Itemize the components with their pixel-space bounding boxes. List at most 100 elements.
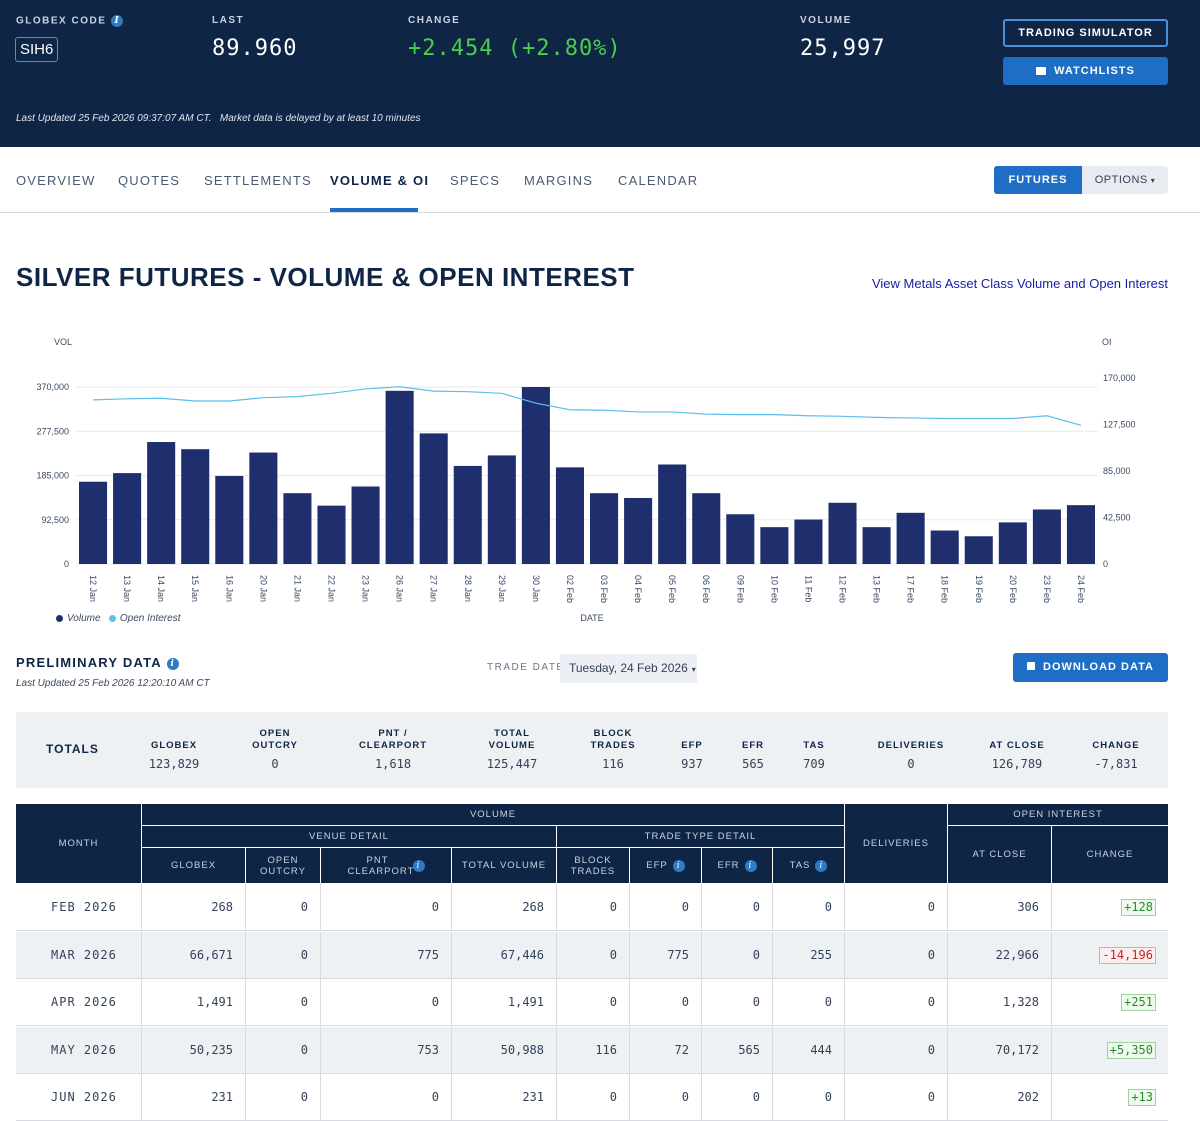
cell-change: +13 <box>1052 1074 1168 1121</box>
metals-asset-class-link[interactable]: View Metals Asset Class Volume and Open … <box>871 276 1168 291</box>
totals-col: DELIVERIES 0 <box>861 728 961 771</box>
legend-oi[interactable]: Open Interest <box>119 613 181 624</box>
volume-bar <box>453 465 482 564</box>
totals-col-header: GLOBEX <box>150 740 198 751</box>
group-venue-detail: VENUE DETAIL <box>142 826 556 847</box>
download-data-button[interactable]: DOWNLOAD DATA <box>1013 653 1168 682</box>
cell-globex: 1,491 <box>142 979 246 1026</box>
totals-col-header: EFP <box>681 740 703 751</box>
totals-col: PNT / CLEARPORT 1,618 <box>343 728 443 771</box>
info-icon[interactable]: i <box>744 859 757 872</box>
volume-bar <box>419 433 448 564</box>
volume-bar <box>487 455 516 564</box>
cell-outcry: 0 <box>246 884 321 931</box>
x-tick-label: 19 Feb <box>974 575 984 603</box>
x-tick-label: 09 Feb <box>735 575 745 603</box>
volume-bar <box>1032 509 1061 564</box>
group-open-interest: OPEN INTEREST <box>948 804 1168 825</box>
x-tick-label: 23 Jan <box>361 575 371 602</box>
totals-col: OPEN OUTCRY 0 <box>225 728 325 771</box>
tab-quotes[interactable]: QUOTES <box>118 173 181 188</box>
totals-col-value: 116 <box>602 757 624 771</box>
totals-col-header: AT CLOSE <box>989 740 1045 751</box>
cell-change: +251 <box>1052 979 1168 1026</box>
info-icon[interactable]: i <box>111 15 124 27</box>
trading-simulator-button[interactable]: TRADING SIMULATOR <box>1003 19 1168 47</box>
tab-calendar[interactable]: CALENDAR <box>618 173 699 188</box>
volume-bar <box>862 527 891 564</box>
info-icon[interactable]: i <box>412 859 425 872</box>
futures-toggle[interactable]: FUTURES <box>994 166 1082 194</box>
col-globex: GLOBEX <box>142 848 245 883</box>
y-tick-label: 277,500 <box>36 426 69 436</box>
trade-date-label: TRADE DATE <box>487 662 565 673</box>
col-efp: EFP i <box>630 848 701 883</box>
watchlists-button[interactable]: WATCHLISTS <box>1003 57 1168 85</box>
cell-close: 70,172 <box>948 1026 1052 1074</box>
cell-efr: 0 <box>702 884 773 931</box>
y2-axis-label: OI <box>1102 337 1112 347</box>
cell-deliv: 0 <box>845 979 948 1026</box>
cell-total: 231 <box>452 1074 557 1121</box>
cell-month: MAY 2026 <box>16 1026 142 1074</box>
x-tick-label: 18 Feb <box>940 575 950 603</box>
x-tick-label: 20 Jan <box>258 575 268 602</box>
cell-total: 50,988 <box>452 1026 557 1074</box>
trade-date-select[interactable]: Tuesday, 24 Feb 2026 ▾ <box>560 654 697 683</box>
cell-globex: 50,235 <box>142 1026 246 1074</box>
last-updated: Last Updated 25 Feb 2026 09:37:07 AM CT.… <box>16 113 421 124</box>
x-tick-label: 24 Feb <box>1076 575 1086 603</box>
y-axis-label: VOL <box>54 337 72 347</box>
col-change: CHANGE <box>1052 826 1168 883</box>
x-tick-label: 21 Jan <box>292 575 302 602</box>
volume-bar <box>521 387 550 564</box>
cell-pnt: 0 <box>321 1074 452 1121</box>
watchlists-label: WATCHLISTS <box>1054 65 1135 77</box>
volume-bar <box>998 522 1027 564</box>
legend-oi-swatch <box>108 614 116 622</box>
cell-deliv: 0 <box>845 884 948 931</box>
tab-margins[interactable]: MARGINS <box>524 173 594 188</box>
globex-code-label: GLOBEX CODE i <box>16 15 124 27</box>
info-icon[interactable]: i <box>815 859 828 872</box>
tab-settlements[interactable]: SETTLEMENTS <box>204 173 312 188</box>
volume-bar <box>930 530 959 564</box>
volume-bar <box>794 519 823 564</box>
legend-volume[interactable]: Volume <box>67 613 101 624</box>
tab-volume-oi[interactable]: VOLUME & OI <box>330 173 430 188</box>
cell-outcry: 0 <box>246 1026 321 1074</box>
totals-col: AT CLOSE 126,789 <box>967 728 1067 771</box>
x-tick-label: 13 Jan <box>122 575 132 602</box>
quote-header: GLOBEX CODE i SIH6 LAST 89.960 CHANGE +2.… <box>0 0 1200 147</box>
cell-outcry: 0 <box>246 1074 321 1121</box>
cell-close: 202 <box>948 1074 1052 1121</box>
volume-bar <box>964 536 993 564</box>
legend-volume-swatch <box>56 614 63 622</box>
tab-specs[interactable]: SPECS <box>450 173 501 188</box>
totals-panel: TOTALS GLOBEX 123,829 OPEN OUTCRY 0 PNT / CL… <box>16 712 1168 788</box>
x-tick-label: 17 Feb <box>906 575 916 603</box>
x-tick-label: 16 Jan <box>224 575 234 602</box>
cell-efr: 565 <box>702 1026 773 1074</box>
cell-tas: 0 <box>773 884 845 931</box>
options-toggle[interactable]: OPTIONS ▾ <box>1082 166 1168 194</box>
info-icon[interactable]: i <box>166 657 179 670</box>
volume-bar <box>215 475 244 564</box>
group-trade-type-detail: TRADE TYPE DETAIL <box>557 826 844 847</box>
totals-col: TAS 709 <box>764 728 864 771</box>
cell-block: 116 <box>557 1026 630 1074</box>
totals-col-header: CHANGE <box>1092 740 1140 751</box>
info-icon[interactable]: i <box>672 859 685 872</box>
x-tick-label: 22 Jan <box>327 575 337 602</box>
tab-overview[interactable]: OVERVIEW <box>16 173 96 188</box>
y-tick-label: 185,000 <box>36 471 69 481</box>
x-tick-label: 15 Jan <box>190 575 200 602</box>
cell-tas: 0 <box>773 1074 845 1121</box>
change-badge: -14,196 <box>1099 946 1156 964</box>
cell-efr: 0 <box>702 931 773 979</box>
volume-bar <box>147 442 176 564</box>
x-tick-label: 05 Feb <box>667 575 677 603</box>
cell-efr: 0 <box>702 979 773 1026</box>
y-tick-label: 92,500 <box>41 515 69 525</box>
x-tick-label: 13 Feb <box>872 575 882 603</box>
